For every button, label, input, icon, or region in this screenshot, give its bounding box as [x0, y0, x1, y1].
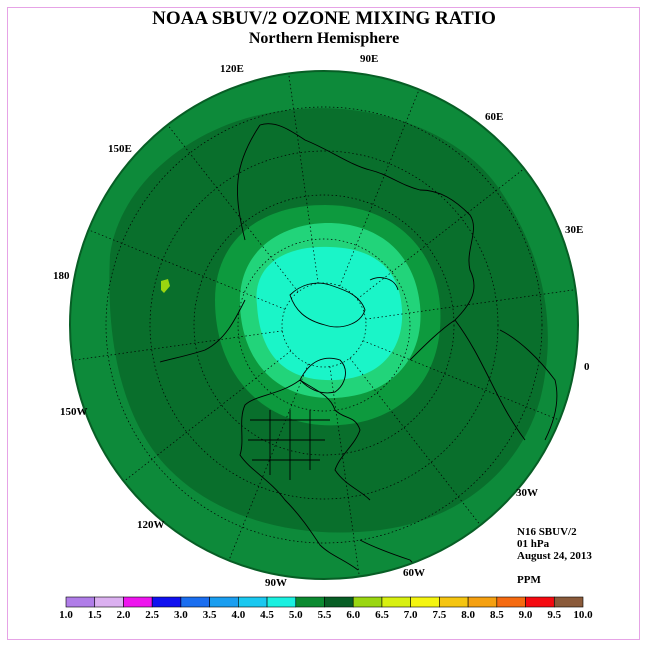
colorbar-tick-label: 1.0: [59, 609, 73, 621]
colorbar-tick-label: 3.0: [174, 609, 188, 621]
colorbar-swatch: [266, 596, 297, 608]
meridian-line: [288, 73, 319, 284]
meridian-line: [228, 363, 309, 561]
map-title: NOAA SBUV/2 OZONE MIXING RATIO: [152, 8, 496, 29]
colorbar-tick-label: 6.0: [346, 609, 360, 621]
colorbar-tick-label: 8.0: [461, 609, 475, 621]
units-label: PPM: [517, 574, 541, 586]
colorbar-swatch: [381, 596, 411, 608]
meridian-line: [88, 229, 286, 310]
lime-patch: [161, 279, 170, 293]
colorbar-tick-label: 5.0: [289, 609, 303, 621]
meridian-line: [339, 89, 420, 287]
meridian-line: [123, 350, 292, 482]
colorbar-swatch: [525, 596, 555, 608]
pressure-level-label: 01 hPa: [517, 538, 550, 550]
colorbar-tick-label: 9.0: [519, 609, 533, 621]
meridian-line: [365, 289, 576, 320]
lon-label-60w: 60W: [403, 567, 425, 579]
core-region: [256, 246, 403, 381]
colorbar-tick-label: 2.0: [117, 609, 131, 621]
lon-label-180: 180: [53, 270, 70, 282]
instrument-label: N16 SBUV/2: [517, 526, 577, 538]
colorbar-tick-label: 2.5: [145, 609, 159, 621]
colorbar-tick-label: 9.5: [547, 609, 561, 621]
colorbar-swatch: [496, 596, 526, 608]
date-label: August 24, 2013: [517, 550, 592, 562]
colorbar-swatch: [352, 596, 383, 608]
colorbar-swatch: [123, 596, 153, 608]
colorbar-tick-label: 6.5: [375, 609, 389, 621]
lon-label-150w: 150W: [60, 406, 88, 418]
colorbar-tick-label: 5.5: [318, 609, 332, 621]
colorbar-tick-label: 7.5: [433, 609, 447, 621]
colorbar-swatch: [151, 596, 182, 608]
colorbar-tick-label: 10.0: [573, 609, 593, 621]
lon-label-90e: 90E: [360, 53, 378, 65]
colorbar-swatch: [180, 596, 210, 608]
lon-label-120w: 120W: [137, 519, 165, 531]
colorbar-tick-label: 1.5: [88, 609, 102, 621]
meridians: [72, 73, 576, 577]
meridian-line: [349, 357, 481, 526]
lon-label-120e: 120E: [220, 63, 244, 75]
lon-label-30e: 30E: [565, 224, 583, 236]
lon-label-30w: 30W: [516, 487, 538, 499]
colorbar-swatch: [439, 596, 469, 608]
colorbar-swatch: [295, 596, 325, 608]
meridian-line: [167, 124, 299, 293]
colorbar-tick-label: 8.5: [490, 609, 504, 621]
colorbar-swatch: [238, 596, 268, 608]
colorbar-swatch: [324, 596, 354, 608]
colorbar-swatch: [467, 596, 498, 608]
meridian-line: [362, 340, 560, 421]
map-subtitle: Northern Hemisphere: [248, 30, 400, 47]
colorbar-swatch: [553, 596, 584, 608]
figure-frame: [7, 7, 640, 640]
colorbar-tick-label: 4.5: [260, 609, 274, 621]
colorbar-swatch: [209, 596, 239, 608]
lon-label-150e: 150E: [108, 143, 132, 155]
ozone-field: [70, 71, 578, 579]
meridian-line: [356, 168, 525, 300]
meridian-line: [72, 330, 283, 361]
colorbar-tick-label: 3.5: [203, 609, 217, 621]
colorbar: 1.0 1.5 2.0 2.5 3.0 3.5 4.0 4.5 5.0 5.5 6.0 6.5 7.0 7…: [59, 596, 593, 621]
colorbar-tick-label: 7.0: [404, 609, 418, 621]
coastlines: [159, 123, 558, 579]
meridian-line: [329, 366, 360, 577]
colorbar-swatch: [94, 596, 124, 608]
colorbar-swatch: [410, 596, 440, 608]
lon-label-0: 0: [584, 361, 590, 373]
colorbar-swatch: [65, 596, 96, 608]
map-boundary: [69, 70, 579, 580]
graticule: [105, 106, 543, 544]
colorbar-tick-label: 4.0: [231, 609, 245, 621]
lon-label-60e: 60E: [485, 111, 503, 123]
lon-label-90w: 90W: [265, 577, 287, 589]
longitude-labels: 90E 60E 30E 0 30W 60W 90W 120W 150W 180 …: [53, 53, 590, 589]
